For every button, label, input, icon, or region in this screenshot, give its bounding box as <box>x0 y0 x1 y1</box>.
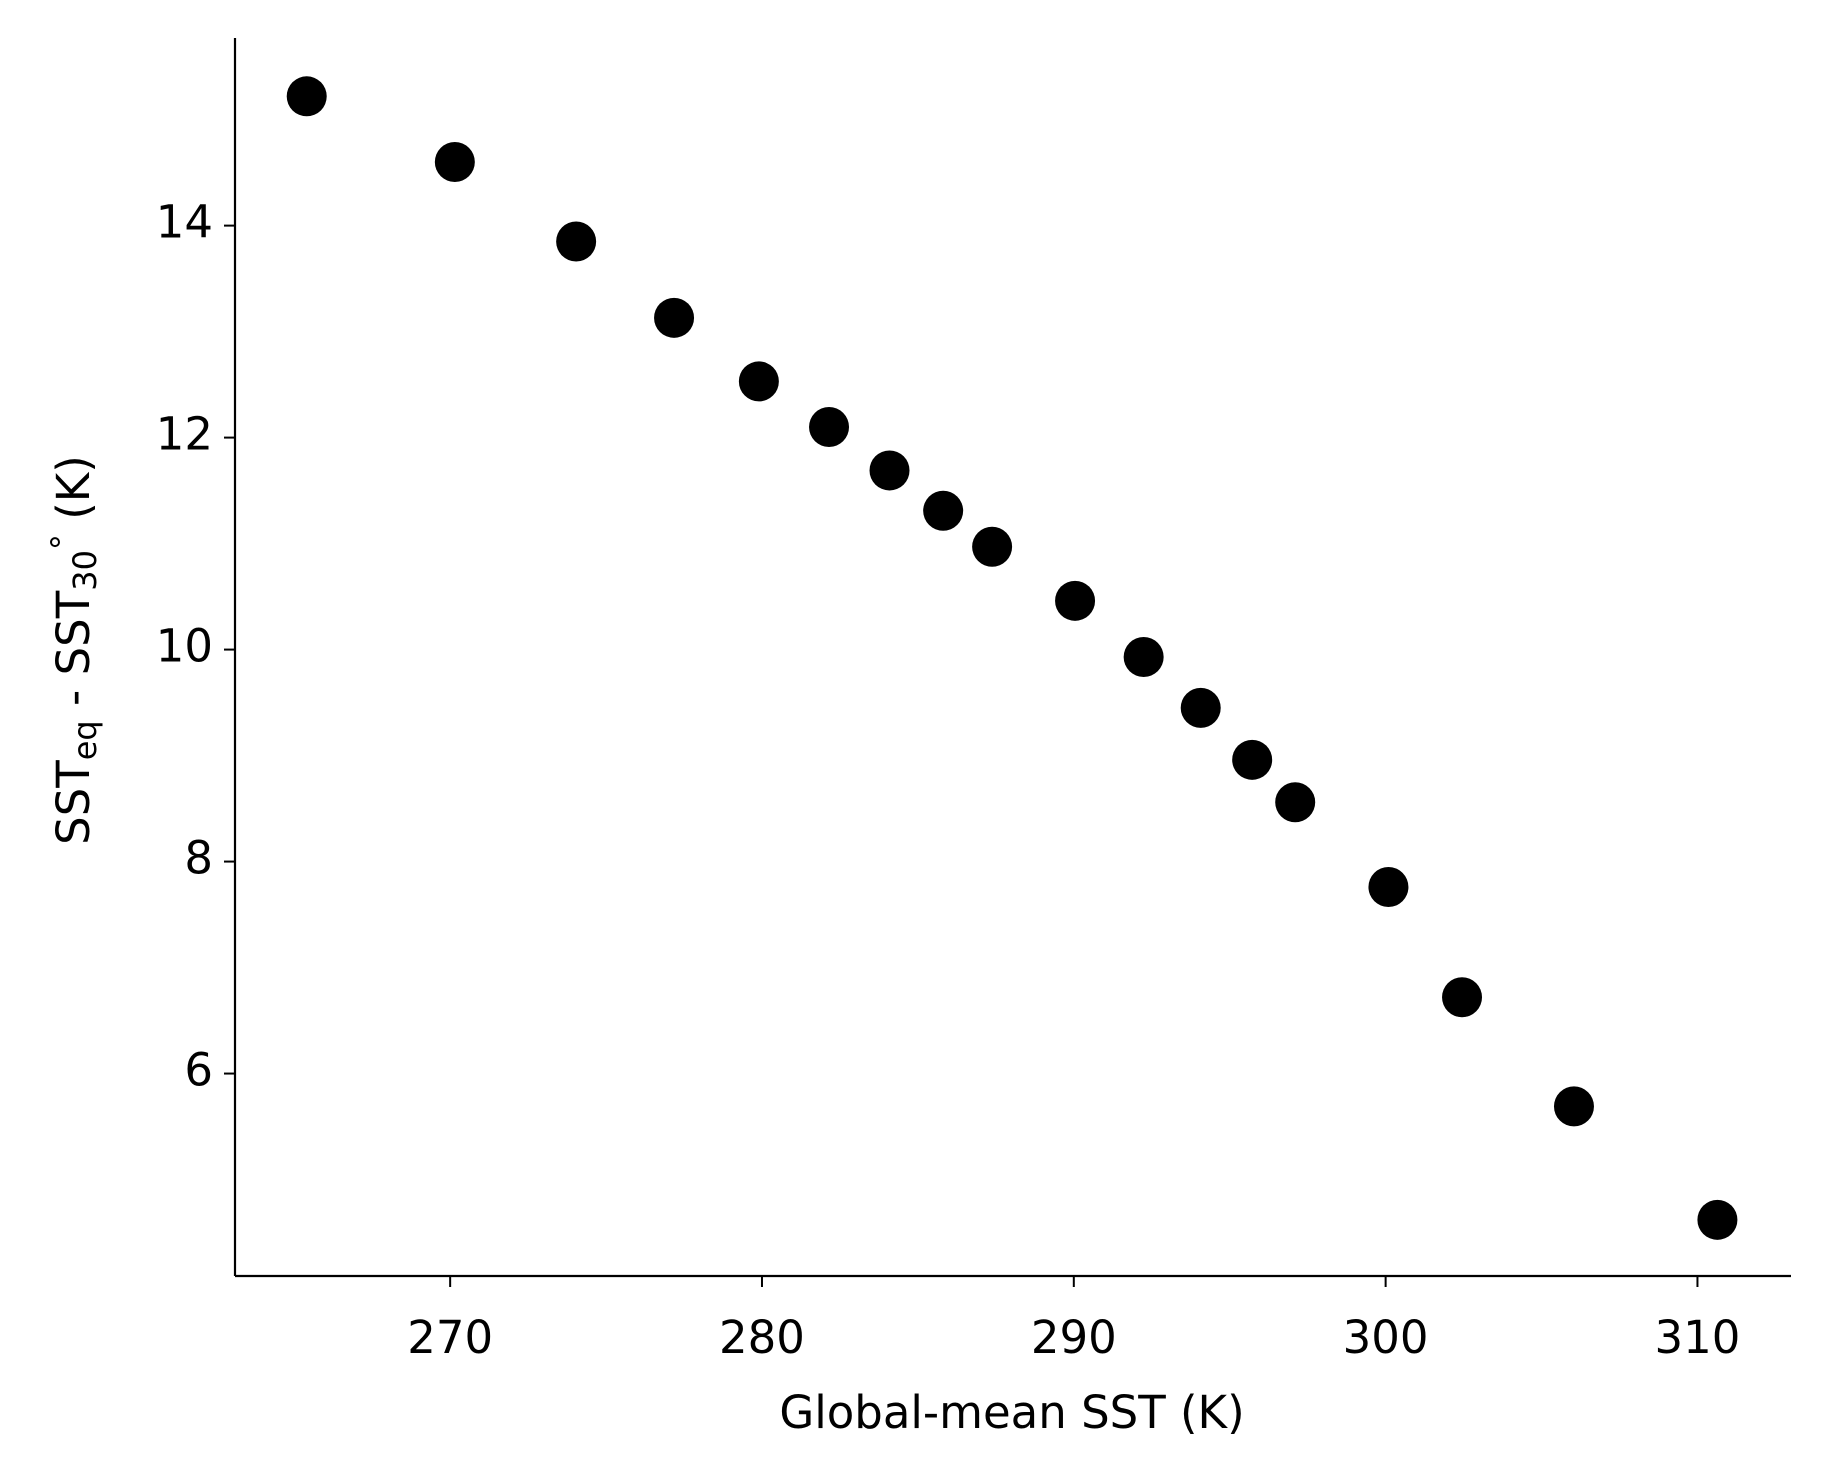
scatter-point <box>738 361 779 402</box>
y-tick-label: 12 <box>156 408 213 461</box>
scatter-point <box>286 76 327 117</box>
scatter-point <box>556 221 597 262</box>
scatter-point <box>1180 687 1221 728</box>
x-tick-label: 290 <box>1031 1311 1117 1364</box>
x-tick-label: 300 <box>1343 1311 1429 1364</box>
scatter-point <box>869 450 910 491</box>
y-label-sub: eq <box>66 720 104 760</box>
scatter-point <box>1697 1199 1738 1240</box>
scatter-point <box>923 490 964 531</box>
x-axis-label: Global-mean SST (K) <box>779 1386 1244 1439</box>
x-tick-label: 310 <box>1654 1311 1740 1364</box>
x-tick-label: 280 <box>719 1311 805 1364</box>
y-label-part: SST <box>47 760 100 845</box>
y-tick-label: 8 <box>184 832 213 885</box>
y-label-sup: ° <box>44 534 82 550</box>
scatter-point <box>434 142 475 183</box>
y-axis-label: SSTeq - SST30° (K) <box>44 455 104 845</box>
y-tick-label: 6 <box>184 1044 213 1097</box>
scatter-point <box>1055 580 1096 621</box>
y-tick-label: 10 <box>156 620 213 673</box>
scatter-point <box>1553 1086 1594 1127</box>
y-label-part: (K) <box>47 455 100 534</box>
scatter-point <box>1442 977 1483 1018</box>
scatter-point <box>654 297 695 338</box>
y-label-part: - SST <box>47 590 100 720</box>
y-tick-label: 14 <box>156 196 213 249</box>
scatter-point <box>1275 782 1316 823</box>
x-tick-label: 270 <box>407 1311 493 1364</box>
scatter-point <box>1232 739 1273 780</box>
scatter-point <box>972 526 1013 567</box>
scatter-point <box>809 406 850 447</box>
scatter-point <box>1368 867 1409 908</box>
y-label-sub: 30 <box>66 550 104 591</box>
scatter-point <box>1123 637 1164 677</box>
